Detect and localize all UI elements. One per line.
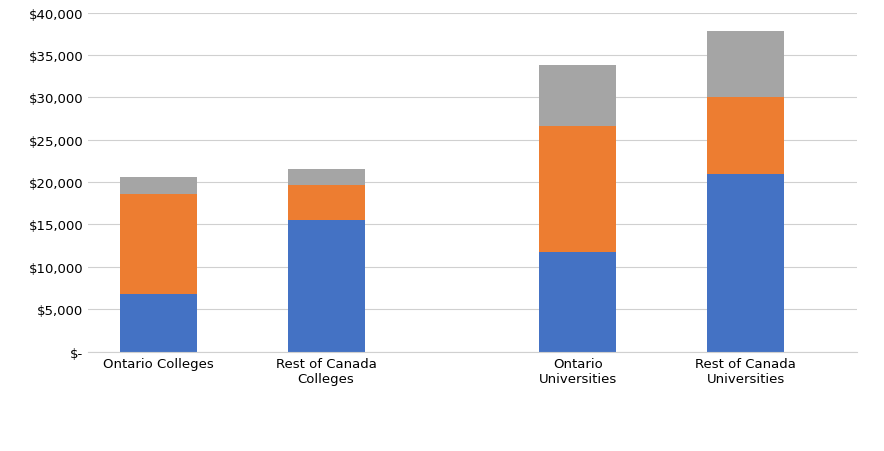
Bar xyxy=(120,295,197,352)
Bar xyxy=(707,98,784,174)
Bar xyxy=(287,185,364,221)
Bar xyxy=(539,252,616,352)
Bar xyxy=(120,194,197,295)
Bar xyxy=(707,32,784,98)
Bar xyxy=(539,127,616,252)
Bar xyxy=(120,178,197,194)
Bar xyxy=(287,221,364,352)
Bar xyxy=(707,174,784,352)
Bar xyxy=(287,170,364,185)
Bar xyxy=(539,66,616,127)
